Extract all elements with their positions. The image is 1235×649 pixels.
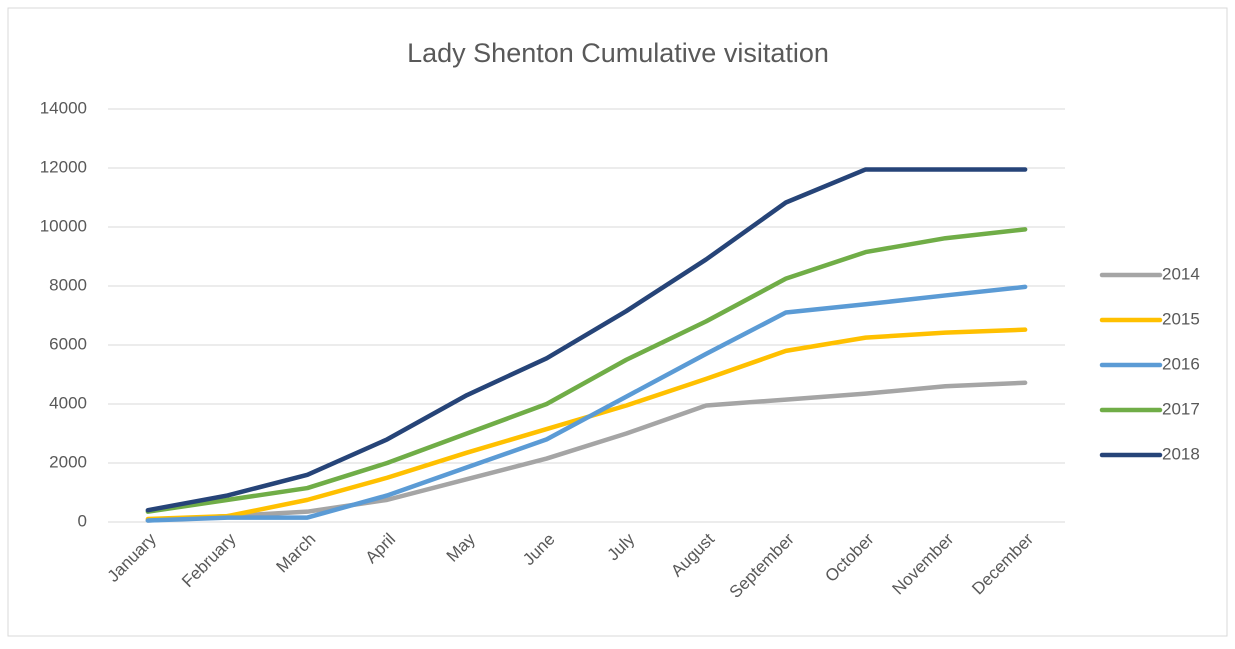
y-tick-label: 14000 <box>40 98 87 117</box>
y-tick-label: 6000 <box>49 334 87 353</box>
series-line <box>145 380 1028 523</box>
legend-label: 2014 <box>1162 264 1200 283</box>
y-tick-label: 0 <box>78 511 87 530</box>
y-tick-label: 12000 <box>40 157 87 176</box>
legend-label: 2017 <box>1162 399 1200 418</box>
chart-border <box>7 7 1228 637</box>
legend-label: 2018 <box>1162 444 1200 463</box>
y-tick-label: 2000 <box>49 452 87 471</box>
series-line <box>145 167 1028 513</box>
chart-title: Lady Shenton Cumulative visitation <box>407 38 829 68</box>
series-line <box>145 284 1028 523</box>
legend-label: 2015 <box>1162 309 1200 328</box>
y-tick-label: 4000 <box>49 393 87 412</box>
y-tick-label: 8000 <box>49 275 87 294</box>
series-line <box>145 227 1028 514</box>
legend-label: 2016 <box>1162 354 1200 373</box>
y-tick-label: 10000 <box>40 216 87 235</box>
